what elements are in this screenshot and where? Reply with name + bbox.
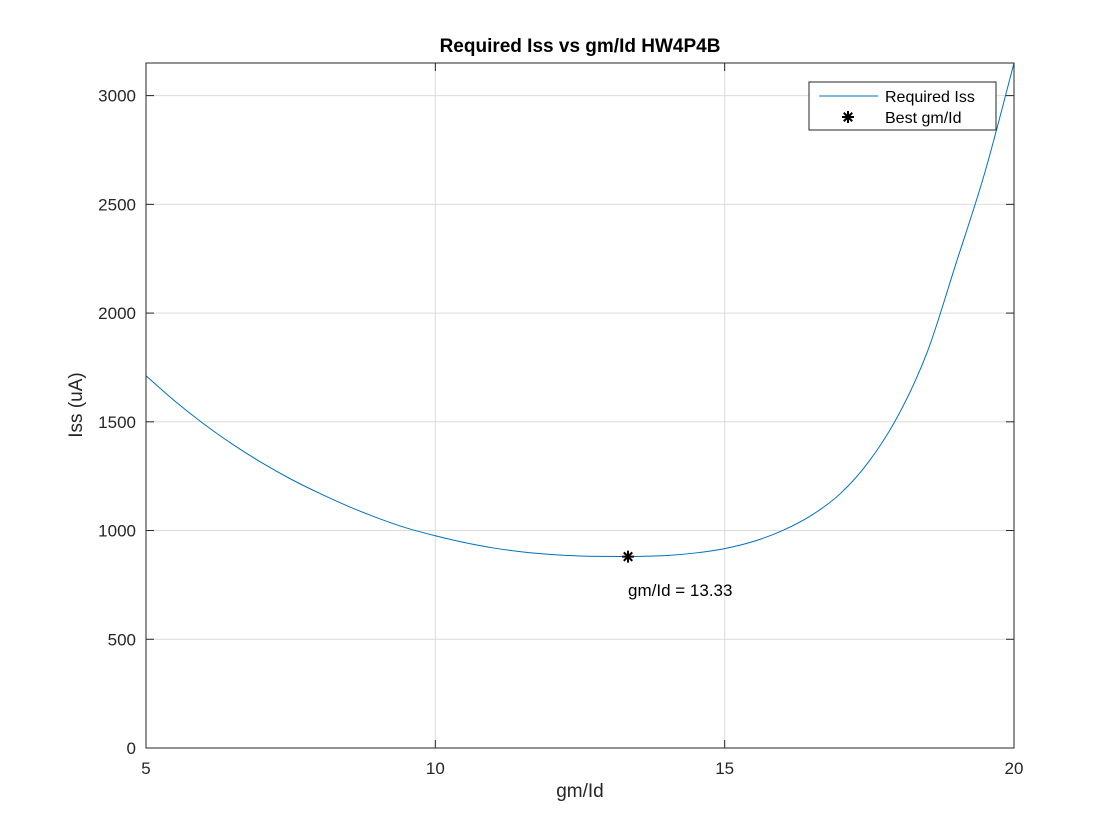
legend-entry-required-iss: Required Iss [885, 89, 975, 106]
required-iss-line [145, 62, 1015, 558]
plot-area-background [146, 63, 1014, 748]
legend-asterisk-icon [842, 111, 854, 123]
series-layer [145, 62, 1015, 563]
x-axis-label: gm/Id [556, 781, 604, 802]
plot-area-frame [145, 62, 1015, 749]
y-tick-label: 1500 [98, 413, 136, 432]
best-gm-id-marker [622, 550, 635, 563]
y-tick-label: 2000 [98, 304, 136, 323]
best-point-annotation: gm/Id = 13.33 [628, 581, 732, 600]
x-tick-label: 5 [141, 759, 150, 778]
y-tick-label: 2500 [98, 195, 136, 214]
chart-title: Required Iss vs gm/Id HW4P4B [440, 36, 721, 57]
y-tick-label: 3000 [98, 87, 136, 106]
grid-lines [146, 63, 1014, 748]
axis-ticks: 5 10 15 20 0 500 1000 1500 2000 2500 3000 [98, 63, 1023, 778]
legend-asterisk-marker [842, 111, 854, 123]
legend[interactable]: Required Iss Best gm/Id [808, 81, 997, 131]
legend-box [808, 81, 997, 131]
x-tick-label: 15 [715, 759, 734, 778]
y-tick-label: 500 [108, 630, 136, 649]
x-tick-label: 10 [426, 759, 445, 778]
legend-entry-best-gm-id: Best gm/Id [885, 110, 961, 127]
y-axis-label: Iss (uA) [66, 372, 87, 437]
y-tick-label: 1000 [98, 522, 136, 541]
x-tick-label: 20 [1005, 759, 1024, 778]
y-tick-label: 0 [127, 739, 136, 758]
